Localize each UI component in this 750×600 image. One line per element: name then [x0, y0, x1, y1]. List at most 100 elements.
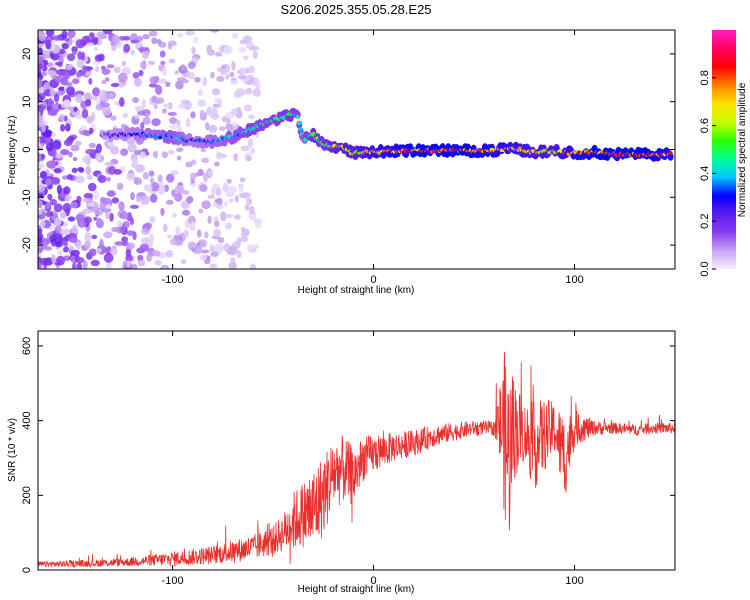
spectrogram-cell: [131, 157, 139, 167]
spectrogram-cell: [206, 49, 216, 56]
spectrogram-cell: [182, 190, 190, 195]
spectrogram-cell: [52, 139, 62, 150]
spectrogram-cell: [177, 32, 184, 39]
spectrogram-cell: [87, 202, 95, 208]
spectrogram-cell: [60, 149, 70, 156]
spectrogram-cell: [206, 106, 213, 115]
spectrogram-cell: [70, 144, 80, 152]
spectrogram-cell: [118, 201, 125, 211]
spectrogram-cell: [139, 61, 147, 69]
spectrogram-cell: [199, 254, 208, 261]
spectrogram-cell: [233, 214, 241, 220]
spectrogram-cell: [130, 39, 140, 44]
spectrogram-cell: [70, 201, 78, 209]
snr-axes: -100 0 100 0 200 400 600: [21, 331, 675, 587]
spectrogram-cell: [218, 153, 228, 158]
spectrogram-cell: [162, 67, 167, 76]
spectrogram-cell: [118, 97, 125, 107]
spectrogram-cell: [49, 87, 55, 97]
spectrogram-cell: [249, 45, 260, 51]
spectrogram-cell: [66, 106, 75, 111]
x-tick-label: 0: [371, 575, 377, 587]
spectrogram-cell: [158, 41, 167, 48]
spectrogram-cell: [38, 230, 42, 235]
spectrogram-cell: [252, 50, 258, 59]
spectrogram-cell: [110, 82, 120, 88]
spectrogram-cell: [135, 195, 142, 203]
spectrogram-cell: [68, 151, 73, 158]
spectrogram-cell: [146, 253, 152, 262]
spectrogram-cell: [227, 185, 238, 194]
colorbar-tick-label: 0.6: [699, 118, 711, 133]
y-tick-label: 400: [21, 411, 33, 429]
spectrogram-cell: [83, 208, 90, 214]
spectrogram-cell: [105, 77, 110, 82]
spectrogram-cell: [74, 93, 83, 103]
spectrogram-cell: [137, 110, 146, 116]
spectrogram-cell: [197, 100, 207, 107]
spectrogram-cell: [210, 71, 215, 79]
spectrogram-cell: [129, 217, 134, 226]
y-tick-label: 0: [21, 146, 33, 152]
spectrogram-cell: [199, 184, 208, 192]
spectrogram-cell: [216, 197, 223, 206]
spectrogram-cell: [246, 198, 253, 206]
spectrogram-cell: [246, 244, 255, 253]
spectrogram-cell: [165, 81, 171, 88]
spectrogram-cell: [39, 170, 48, 179]
spectrogram-cell: [85, 165, 92, 176]
spectrogram-cell: [93, 189, 100, 200]
spectrogram-cell: [231, 60, 236, 71]
spectrogram-cell: [116, 220, 123, 228]
spectrogram-cell: [180, 99, 191, 105]
spectrogram-cell: [78, 167, 85, 173]
spectrogram-cell: [211, 186, 216, 197]
spectrogram-cell: [55, 61, 63, 66]
spectrogram-cell: [114, 241, 125, 246]
spectrogram-cell: [152, 150, 159, 159]
spectrogram-cell: [93, 216, 98, 221]
spectrogram-cell: [151, 37, 158, 45]
spectrogram-cell: [71, 224, 78, 235]
spectrogram-cell: [150, 181, 160, 192]
spectrogram-cell: [238, 67, 246, 76]
spectrogram-cell: [83, 92, 93, 102]
spectrogram-cell: [63, 240, 69, 247]
spectrogram-cell: [64, 99, 71, 108]
spectrogram-cell: [88, 77, 93, 85]
spectrogram-cell: [97, 174, 107, 184]
spectrogram-cell: [181, 209, 191, 216]
spectrogram-cell: [180, 259, 187, 265]
spectrogram-cell: [53, 103, 59, 110]
spectrogram-cell: [133, 177, 143, 185]
spectrogram-cell: [53, 168, 62, 174]
spectrogram-cell: [45, 39, 52, 49]
spectrogram-cell: [106, 176, 111, 182]
spectrogram-cell: [59, 211, 67, 219]
spectrogram-cell: [215, 188, 222, 196]
spectrogram-cell: [214, 220, 220, 228]
spectrogram-cell: [231, 32, 238, 39]
spectrogram-cell: [242, 88, 253, 95]
spectrogram-cell: [134, 105, 144, 112]
spectrogram-cell: [145, 112, 150, 119]
spectrogram-cell: [84, 232, 92, 242]
spectrogram-cell: [175, 80, 184, 90]
spectrogram-cell: [49, 234, 57, 243]
spectrogram-cell: [252, 88, 261, 97]
spectrogram-cell: [155, 97, 165, 104]
spectrogram-cell: [223, 201, 229, 207]
spectrogram-cell: [63, 81, 73, 87]
spectrogram-cell: [38, 163, 45, 169]
spectrogram-cell: [81, 129, 90, 136]
spectrogram-cell: [42, 59, 49, 66]
spectrogram-cell: [38, 152, 41, 163]
spectrogram-cell: [239, 177, 246, 183]
spectrogram-cell: [174, 184, 185, 194]
spectrogram-cell: [167, 42, 173, 50]
spectrogram-cell: [88, 248, 97, 257]
spectrogram-cell: [150, 177, 155, 185]
spectrogram-cell: [106, 190, 115, 197]
y-tick-label: 200: [21, 486, 33, 504]
